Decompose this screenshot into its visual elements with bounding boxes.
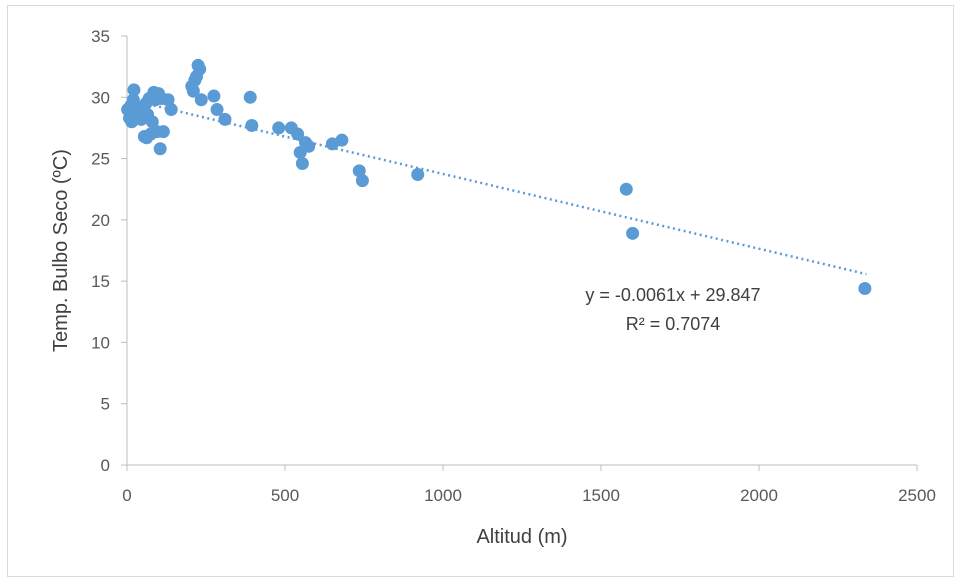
- y-tick-label: 20: [91, 211, 110, 230]
- data-point: [243, 90, 257, 104]
- data-point: [194, 93, 208, 107]
- data-point: [164, 103, 178, 117]
- data-point: [411, 168, 425, 182]
- data-point: [127, 83, 141, 97]
- data-point: [126, 93, 140, 107]
- x-tick-label: 0: [122, 486, 131, 505]
- data-point: [295, 156, 309, 170]
- data-point: [272, 121, 286, 135]
- data-point: [186, 84, 200, 98]
- data-point: [210, 103, 224, 117]
- data-point: [218, 112, 232, 126]
- y-tick-label: 0: [101, 456, 110, 475]
- data-point: [858, 281, 872, 295]
- trendline-r-squared: R² = 0.7074: [626, 314, 721, 334]
- data-points: [121, 58, 872, 295]
- trendline-equation: y = -0.0061x + 29.847: [585, 285, 760, 305]
- data-point: [161, 93, 175, 107]
- data-point: [291, 127, 305, 141]
- y-axis-title: Temp. Bulbo Seco (ºC): [50, 149, 72, 352]
- x-axis-title: Altitud (m): [476, 526, 567, 548]
- data-point: [207, 89, 221, 103]
- data-point: [355, 174, 369, 188]
- data-point: [335, 133, 349, 147]
- trendline: [126, 97, 867, 276]
- y-tick-label: 25: [91, 150, 110, 169]
- x-tick-label: 1000: [424, 486, 462, 505]
- y-tick-label: 30: [91, 88, 110, 107]
- y-tick-label: 35: [91, 27, 110, 46]
- data-point: [245, 118, 259, 132]
- data-point: [153, 142, 167, 156]
- data-point: [302, 139, 316, 153]
- data-point: [156, 125, 170, 139]
- axes: 0 500 1000 1500 2000 2500 0 5 10 15 20 25 30 35: [91, 27, 936, 505]
- x-tick-label: 2500: [898, 486, 936, 505]
- data-point: [193, 62, 207, 76]
- data-point: [619, 182, 633, 196]
- data-point: [145, 115, 159, 129]
- x-tick-label: 500: [271, 486, 299, 505]
- x-tick-label: 2000: [740, 486, 778, 505]
- y-tick-label: 15: [91, 272, 110, 291]
- data-point: [626, 226, 640, 240]
- y-tick-label: 5: [101, 395, 110, 414]
- x-tick-label: 1500: [582, 486, 620, 505]
- data-point: [352, 164, 366, 178]
- trendline-layer: [126, 97, 867, 276]
- y-tick-label: 10: [91, 333, 110, 352]
